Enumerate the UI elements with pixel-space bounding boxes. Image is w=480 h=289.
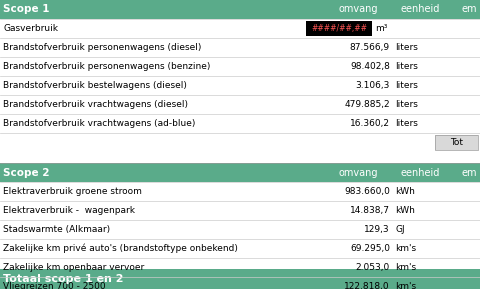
Bar bbox=[435, 135, 478, 150]
Text: 14.838,7: 14.838,7 bbox=[350, 206, 390, 215]
Text: Gasverbruik: Gasverbruik bbox=[3, 24, 58, 33]
Bar bbox=[0, 220, 480, 239]
Text: 3.106,3: 3.106,3 bbox=[356, 81, 390, 90]
Text: kWh: kWh bbox=[395, 206, 415, 215]
Text: omvang: omvang bbox=[338, 168, 378, 177]
Text: km's: km's bbox=[395, 282, 416, 289]
Text: 983.660,0: 983.660,0 bbox=[344, 187, 390, 196]
Text: 129,3: 129,3 bbox=[364, 225, 390, 234]
Bar bbox=[0, 258, 480, 277]
Text: Elektraverbruik groene stroom: Elektraverbruik groene stroom bbox=[3, 187, 142, 196]
Text: m³: m³ bbox=[375, 24, 387, 33]
Text: Brandstofverbruik vrachtwagens (diesel): Brandstofverbruik vrachtwagens (diesel) bbox=[3, 100, 188, 109]
Text: Brandstofverbruik vrachtwagens (ad-blue): Brandstofverbruik vrachtwagens (ad-blue) bbox=[3, 119, 195, 128]
Bar bbox=[0, 19, 480, 38]
Text: Vliegreizen 700 - 2500: Vliegreizen 700 - 2500 bbox=[3, 282, 106, 289]
Text: Totaal scope 1 en 2: Totaal scope 1 en 2 bbox=[3, 274, 123, 284]
Text: em: em bbox=[461, 5, 477, 14]
Text: Brandstofverbruik bestelwagens (diesel): Brandstofverbruik bestelwagens (diesel) bbox=[3, 81, 187, 90]
Text: 122.818,0: 122.818,0 bbox=[344, 282, 390, 289]
Text: liters: liters bbox=[395, 81, 418, 90]
Text: em: em bbox=[461, 168, 477, 177]
Text: Tot: Tot bbox=[450, 138, 463, 147]
Text: ####/##,##: ####/##,## bbox=[311, 24, 367, 33]
Text: 87.566,9: 87.566,9 bbox=[350, 43, 390, 52]
Text: km's: km's bbox=[395, 263, 416, 272]
Text: liters: liters bbox=[395, 100, 418, 109]
Bar bbox=[306, 21, 372, 36]
Text: kWh: kWh bbox=[395, 187, 415, 196]
Bar bbox=[435, 135, 478, 150]
Text: 69.295,0: 69.295,0 bbox=[350, 244, 390, 253]
Text: liters: liters bbox=[395, 43, 418, 52]
Text: 98.402,8: 98.402,8 bbox=[350, 62, 390, 71]
Text: 16.360,2: 16.360,2 bbox=[350, 119, 390, 128]
Text: Zakelijke km openbaar vervoer: Zakelijke km openbaar vervoer bbox=[3, 263, 144, 272]
Bar bbox=[0, 133, 480, 152]
Text: GJ: GJ bbox=[395, 225, 405, 234]
Text: liters: liters bbox=[395, 62, 418, 71]
Bar bbox=[0, 277, 480, 289]
Bar bbox=[0, 201, 480, 220]
Bar bbox=[0, 182, 480, 201]
Text: 2.053,0: 2.053,0 bbox=[356, 263, 390, 272]
Text: Scope 1: Scope 1 bbox=[3, 5, 49, 14]
Text: liters: liters bbox=[395, 119, 418, 128]
Text: eenheid: eenheid bbox=[400, 5, 440, 14]
Text: 479.885,2: 479.885,2 bbox=[344, 100, 390, 109]
Text: Zakelijke km privé auto's (brandstoftype onbekend): Zakelijke km privé auto's (brandstoftype… bbox=[3, 244, 238, 253]
Text: eenheid: eenheid bbox=[400, 168, 440, 177]
Bar bbox=[0, 163, 480, 182]
Text: km's: km's bbox=[395, 244, 416, 253]
Text: omvang: omvang bbox=[338, 5, 378, 14]
Bar bbox=[0, 239, 480, 258]
Bar bbox=[0, 57, 480, 76]
Bar bbox=[0, 76, 480, 95]
Text: Brandstofverbruik personenwagens (benzine): Brandstofverbruik personenwagens (benzin… bbox=[3, 62, 210, 71]
Bar bbox=[0, 269, 480, 289]
Bar bbox=[0, 114, 480, 133]
Text: Stadswarmte (Alkmaar): Stadswarmte (Alkmaar) bbox=[3, 225, 110, 234]
Bar bbox=[0, 95, 480, 114]
Text: Elektraverbruik -  wagenpark: Elektraverbruik - wagenpark bbox=[3, 206, 135, 215]
Bar bbox=[0, 152, 480, 163]
Bar bbox=[0, 38, 480, 57]
Bar bbox=[0, 0, 480, 19]
Text: Brandstofverbruik personenwagens (diesel): Brandstofverbruik personenwagens (diesel… bbox=[3, 43, 202, 52]
Text: Scope 2: Scope 2 bbox=[3, 168, 49, 177]
